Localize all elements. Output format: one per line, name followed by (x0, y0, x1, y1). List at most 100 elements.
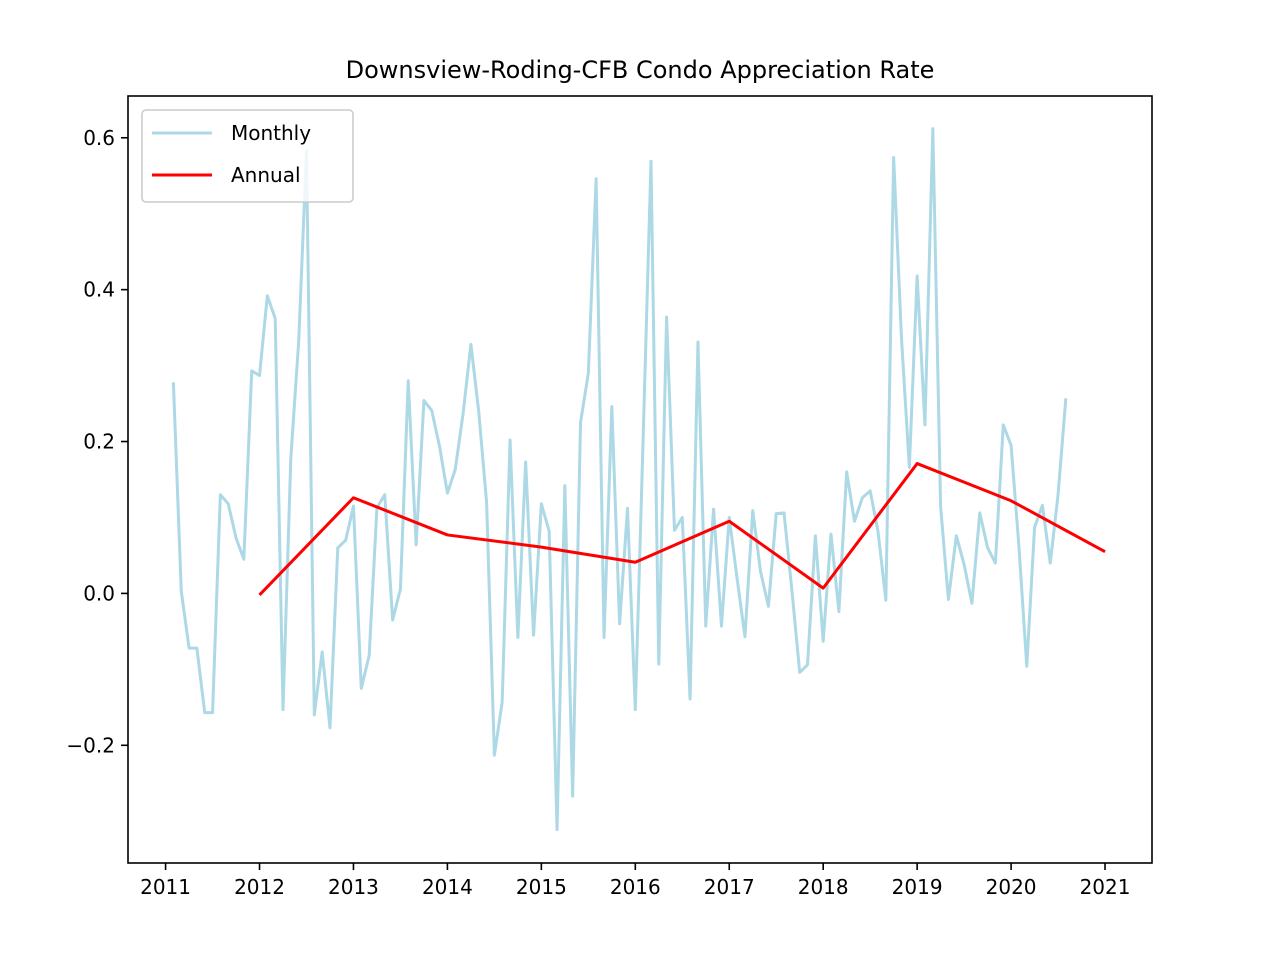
data-point (282, 708, 285, 711)
data-point (908, 466, 911, 469)
data-point (947, 598, 950, 601)
data-point (250, 369, 253, 372)
data-point (509, 439, 512, 442)
x-tick-label: 2017 (704, 875, 755, 899)
data-point (759, 570, 762, 573)
data-point (1025, 665, 1028, 668)
data-point (289, 457, 292, 460)
legend: Monthly Annual (141, 109, 354, 203)
x-tick-label: 2013 (328, 875, 379, 899)
plot-area (171, 127, 1107, 832)
data-point (1002, 423, 1005, 426)
data-point (689, 697, 692, 700)
data-point (900, 336, 903, 339)
data-point (548, 530, 551, 533)
data-point (336, 546, 339, 549)
data-point (516, 636, 519, 639)
y-tick-label: −0.2 (66, 733, 115, 757)
data-point (540, 502, 543, 505)
data-point (916, 274, 919, 277)
data-point (1064, 397, 1067, 400)
data-point (188, 647, 191, 650)
data-point (266, 294, 269, 297)
data-point (571, 795, 574, 798)
data-point (681, 516, 684, 519)
data-point (712, 508, 715, 511)
data-point (415, 543, 418, 546)
data-point (485, 501, 488, 504)
data-point (352, 496, 355, 499)
data-point (955, 534, 958, 537)
data-point (994, 562, 997, 565)
data-point (1049, 562, 1052, 565)
data-point (274, 317, 277, 320)
data-point (595, 177, 598, 180)
data-point (642, 438, 645, 441)
data-point (767, 605, 770, 608)
data-point (501, 701, 504, 704)
data-point (446, 533, 449, 536)
data-point (438, 445, 441, 448)
x-tick-label: 2011 (140, 875, 191, 899)
data-point (916, 462, 919, 465)
data-point (783, 511, 786, 514)
data-point (814, 534, 817, 537)
data-point (227, 502, 230, 505)
data-point (172, 381, 175, 384)
data-point (368, 654, 371, 657)
y-tick-label: 0.0 (83, 581, 115, 605)
data-point (297, 340, 300, 343)
x-tick-label: 2020 (986, 875, 1037, 899)
data-point (477, 410, 480, 413)
data-point (1033, 526, 1036, 529)
data-point (563, 484, 566, 487)
data-point (869, 489, 872, 492)
data-point (469, 343, 472, 346)
data-point (931, 127, 934, 130)
data-point (610, 405, 613, 408)
data-point (1010, 499, 1013, 502)
data-point (532, 634, 535, 637)
data-point (751, 509, 754, 512)
data-point (321, 650, 324, 653)
data-point (963, 563, 966, 566)
data-point (258, 593, 261, 596)
data-point (211, 711, 214, 714)
data-point (242, 558, 245, 561)
y-tick-label: 0.6 (83, 126, 115, 150)
data-point (861, 496, 864, 499)
data-point (884, 599, 887, 602)
data-point (1041, 504, 1044, 507)
data-point (219, 493, 222, 496)
data-point (978, 511, 981, 514)
x-tick-label: 2018 (798, 875, 849, 899)
data-point (1010, 444, 1013, 447)
data-point (352, 505, 355, 508)
x-tick-label: 2014 (422, 875, 473, 899)
data-point (626, 507, 629, 510)
data-point (360, 687, 363, 690)
data-point (391, 618, 394, 621)
data-point (328, 726, 331, 729)
data-point (892, 156, 895, 159)
data-point (845, 470, 848, 473)
data-point (673, 529, 676, 532)
data-point (258, 374, 261, 377)
data-point (493, 754, 496, 757)
y-tick-label: 0.4 (83, 278, 115, 302)
data-point (806, 663, 809, 666)
data-point (180, 590, 183, 593)
data-point (986, 546, 989, 549)
data-point (853, 520, 856, 523)
data-point (704, 625, 707, 628)
data-point (775, 512, 778, 515)
data-point (407, 379, 410, 382)
data-point (203, 711, 206, 714)
data-point (399, 587, 402, 590)
data-point (837, 610, 840, 613)
data-point (462, 412, 465, 415)
data-point (344, 539, 347, 542)
data-point (634, 708, 637, 711)
data-point (1104, 550, 1107, 553)
